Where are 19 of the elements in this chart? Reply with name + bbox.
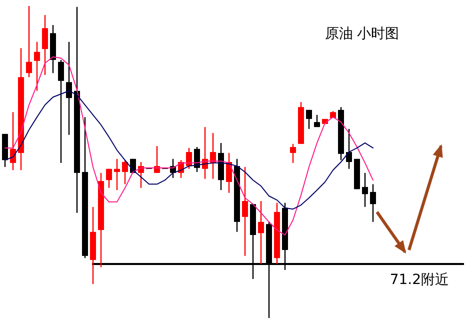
candlestick [34,41,40,92]
candlestick [306,109,312,130]
candlestick [314,114,320,128]
candlestick [26,5,32,78]
candlestick [58,59,64,164]
candlestick [106,168,112,188]
candlestick [290,143,296,164]
candlestick [242,166,248,257]
candlestick [114,158,120,191]
candlestick [186,147,192,170]
candlestick [370,184,376,223]
text: 原油 小时图 [324,26,400,42]
candlestick [122,160,128,185]
candlestick [346,128,352,170]
candlestick [66,41,72,136]
candlestick [42,14,48,76]
ref-line-label: 71.2附近 [390,272,449,288]
candlestick [362,172,368,208]
candlestick [258,200,264,265]
